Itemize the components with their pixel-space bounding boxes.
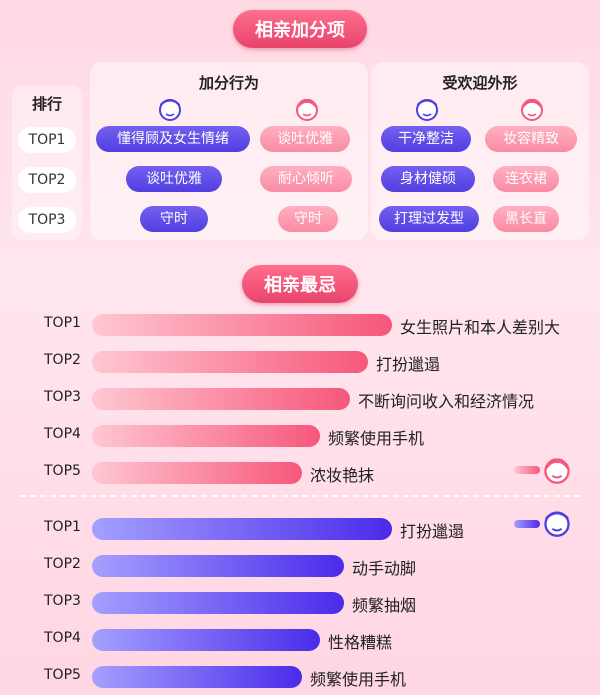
- female_list-rank-3: TOP3: [44, 389, 81, 405]
- bonus-behavior-card: 加分行为 懂得顾及女生情绪 谈吐优雅 谈吐优雅 耐心倾听 守时 守时: [90, 62, 368, 240]
- bonus-behavior-male-3: 守时: [140, 206, 208, 232]
- male-face-icon: [159, 99, 181, 121]
- appearance-female-3: 黑长直: [493, 206, 559, 232]
- male_list-text-5: 频繁使用手机: [310, 670, 407, 689]
- female_list-text-5: 浓妆艳抹: [310, 466, 375, 485]
- appearance-male-3: 打理过发型: [379, 206, 479, 232]
- female_list-rank-1: TOP1: [44, 315, 81, 331]
- popular-appearance-title: 受欢迎外形: [442, 74, 518, 92]
- female-face-icon: [521, 98, 543, 121]
- male_list-rank-1: TOP1: [44, 519, 81, 535]
- male_list-bar-5: [92, 666, 302, 688]
- bonus-behavior-female-1: 谈吐优雅: [260, 126, 350, 152]
- female_list-rank-5: TOP5: [44, 463, 81, 479]
- male_list-text-1: 打扮邋遢: [400, 522, 465, 541]
- rank-column: 排行 TOP1 TOP2 TOP3: [12, 85, 82, 240]
- male_list-rank-5: TOP5: [44, 667, 81, 683]
- male_list-text-4: 性格糟糕: [328, 633, 393, 652]
- appearance-female-1: 妆容精致: [485, 126, 577, 152]
- male_list-rank-3: TOP3: [44, 593, 81, 609]
- rank-label-1: TOP1: [18, 127, 76, 153]
- female_list-text-1: 女生照片和本人差别大: [400, 318, 561, 337]
- female_list-bar-2: [92, 351, 368, 373]
- female_list-rank-4: TOP4: [44, 426, 81, 442]
- popular-appearance-card: 受欢迎外形 干净整洁 妆容精致 身材健硕 连衣裙 打理过发型 黑长直: [371, 62, 589, 240]
- male-legend-dash: [514, 520, 540, 528]
- male_list-text-2: 动手动脚: [352, 559, 417, 578]
- appearance-male-1: 干净整洁: [381, 126, 471, 152]
- female-face-icon: [296, 98, 318, 121]
- male_list-bar-3: [92, 592, 344, 614]
- male_list-bar-1: [92, 518, 392, 540]
- section-title-taboo: 相亲最忌: [242, 265, 358, 303]
- male_list-text-3: 频繁抽烟: [352, 596, 417, 615]
- bonus-behavior-title: 加分行为: [198, 74, 259, 92]
- bonus-behavior-female-2: 耐心倾听: [260, 166, 352, 192]
- bonus-behavior-female-3: 守时: [278, 206, 338, 232]
- male_list-rank-2: TOP2: [44, 556, 81, 572]
- rank-label-3: TOP3: [18, 207, 76, 233]
- female_list-bar-4: [92, 425, 320, 447]
- male_list-bar-4: [92, 629, 320, 651]
- female_list-rank-2: TOP2: [44, 352, 81, 368]
- section-title-bonus: 相亲加分项: [233, 10, 367, 48]
- female-legend-dash: [514, 466, 540, 474]
- rank-header: 排行: [31, 95, 62, 113]
- female_list-text-3: 不断询问收入和经济情况: [358, 392, 535, 411]
- male-face-icon: [416, 99, 438, 121]
- rank-label-2: TOP2: [18, 167, 76, 193]
- female_list-text-2: 打扮邋遢: [376, 355, 441, 374]
- female-face-icon: [544, 458, 570, 484]
- bonus-behavior-male-2: 谈吐优雅: [126, 166, 222, 192]
- male_list-rank-4: TOP4: [44, 630, 81, 646]
- male-face-icon: [544, 511, 570, 537]
- male_list-bar-2: [92, 555, 344, 577]
- appearance-female-2: 连衣裙: [493, 166, 559, 192]
- appearance-male-2: 身材健硕: [381, 166, 475, 192]
- female_list-bar-1: [92, 314, 392, 336]
- female_list-bar-3: [92, 388, 350, 410]
- female_list-text-4: 频繁使用手机: [328, 429, 425, 448]
- bonus-behavior-male-1: 懂得顾及女生情绪: [96, 126, 250, 152]
- female_list-bar-5: [92, 462, 302, 484]
- divider: [20, 495, 580, 497]
